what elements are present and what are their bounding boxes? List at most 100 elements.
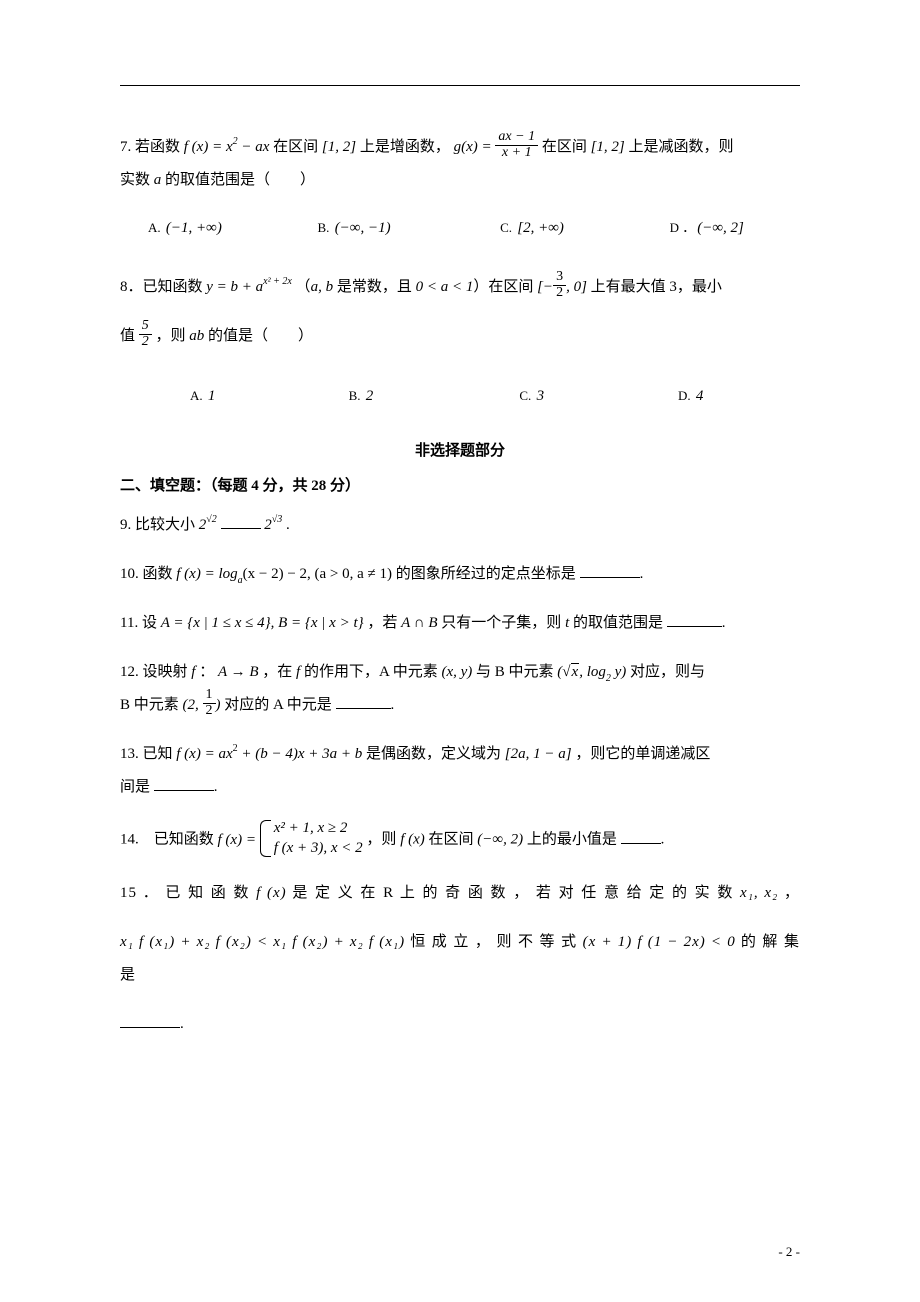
question-13: 13. 已知 f (x) = ax2 + (b − 4)x + 3a + b 是… [120,738,800,804]
q11-t2: ，若 [367,615,401,631]
q7-t4: 在区间 [542,139,591,155]
q15-l1c: ， [784,885,800,901]
question-11: 11. 设 A = {x | 1 ≤ x ≤ 4}, B = {x | x > … [120,607,800,640]
q13-fx: f (x) = ax2 + (b − 4)x + 3a + b [176,746,366,762]
q8-cond: 0 < a < 1 [416,279,474,295]
q12-bel-close: y) [611,664,626,680]
q14-case: x² + 1, x ≥ 2f (x + 3), x < 2 [260,818,363,859]
q12-bel-mid: , log [579,664,606,680]
q14-fx2: f (x) [400,832,425,848]
q7-gx-frac: ax − 1x + 1 [495,130,538,160]
q14-interval: (−∞, 2) [477,832,523,848]
q11-t: t [565,615,569,631]
q12-bel-sub: 2 [606,673,611,684]
q12-sqrt: √x [562,656,579,689]
q12-tuple: (2, 12) [183,697,225,713]
q9-lhs-exp: √2 [206,514,217,525]
q8-interval: [−32, 0] [537,279,591,295]
q12-sqrt-x: x [571,663,580,680]
q13-period: . [214,779,218,795]
question-8: 8．已知函数 y = b + ax² + 2x （a, b 是常数，且 0 < … [120,271,800,304]
q9-rhs: 2√3 [264,517,282,533]
q14-t4: 上的最小值是 [527,832,617,848]
q12-t8: 对应的 A 中元是 [224,697,332,713]
q11-t4: 的取值范围是 [573,615,663,631]
q9-period: . [286,517,290,533]
q8-opt-a-val: 1 [208,388,216,404]
q8-t3: 是常数，且 [333,279,416,295]
q12-bel: (√x, log2 y) [557,664,630,680]
q9-lhs: 2√2 [199,517,217,533]
q10-period: . [640,566,644,582]
q8-int-den: 2 [553,285,566,301]
q7-fx-base: f (x) = x [184,139,233,155]
q14-case2: f (x + 3), x < 2 [274,838,363,858]
q7-t3: 上是增函数， [360,139,450,155]
q8-exp: x² + 2x [263,276,292,287]
q12-f: f [191,664,195,680]
q12-map: A → B [218,664,259,680]
q10-blank [580,563,640,578]
q7-t6: 实数 [120,172,154,188]
q12-t4: 的作用下，A 中元素 [304,664,442,680]
q13-t4: 间是 [120,779,150,795]
q15-blank [120,1013,180,1028]
q12-tuple-den: 2 [203,703,216,719]
q15-fx: f (x) [256,885,287,901]
question-12: 12. 设映射 f ： A → B ，在 f 的作用下，A 中元素 (x, y)… [120,656,800,722]
q14-fx: f (x) = x² + 1, x ≥ 2f (x + 3), x < 2 [218,832,367,848]
page: 7. 若函数 f (x) = x2 − ax 在区间 [1, 2] 上是增函数，… [0,0,920,1302]
q12-t2: ： [199,664,214,680]
q8-int-frac: 32 [553,270,566,300]
q8-t8: 的值是（ ） [204,328,313,344]
q8-t1: 8．已知函数 [120,279,206,295]
question-15b: x₁ f (x₁) + x₂ f (x₂) < x₁ f (x₂) + x₂ f… [120,926,800,992]
q11-A: A = {x | 1 ≤ x ≤ 4}, B = {x | x > t} [161,615,364,631]
q12-t7: B 中元素 [120,697,183,713]
q8-int-num: 3 [553,270,566,285]
q9-t1: 9. 比较大小 [120,517,199,533]
q13-blank [154,776,214,791]
q10-fx: f (x) = loga(x − 2) − 2, (a > 0, a ≠ 1) [176,566,396,582]
q15-x12: x₁, x₂ [740,885,778,901]
question-8b: 值 52 ，则 ab 的值是（ ） [120,320,800,353]
q8-y-eq: y = b + a [206,279,263,295]
q9-blank [221,514,261,529]
q8-opt-b: B. 2 [349,381,520,411]
page-number: - 2 - [778,1244,800,1260]
q8-t5: 上有最大值 3，最小 [591,279,722,295]
q7-opt-d-val: (−∞, 2] [697,220,744,236]
q8-int-close: , 0] [566,279,587,295]
q7-opt-b: B. (−∞, −1) [318,213,501,243]
q11-AB: A ∩ B [401,615,437,631]
q8-t2: （ [296,279,311,295]
header-rule [120,85,800,86]
q7-int1: [1, 2] [322,139,356,155]
q11-t1: 11. 设 [120,615,161,631]
question-14: 14. 已知函数 f (x) = x² + 1, x ≥ 2f (x + 3),… [120,820,800,861]
q7-opt-a: A. (−1, +∞) [148,213,318,243]
q7-opt-d: D ．(−∞, 2] [670,213,800,243]
q8-opt-c-val: 3 [537,388,545,404]
q9-rhs-base: 2 [264,517,272,533]
q12-f2: f [296,664,300,680]
q7-t5: 上是减函数，则 [629,139,734,155]
q7-fx-sup: 2 [233,136,238,147]
q14-t1: 14. 已知函数 [120,832,218,848]
sub-title: 二、填空题：（每题 4 分，共 28 分） [120,474,800,495]
q8-t7: ，则 [156,328,190,344]
q7-int2: [1, 2] [591,139,625,155]
q7-gx-num: ax − 1 [495,130,538,145]
q7-gx: g(x) = ax − 1x + 1 [454,139,542,155]
q12-period: . [391,697,395,713]
q14-blank [621,829,661,844]
q11-t3: 只有一个子集，则 [441,615,565,631]
q13-dom: [2a, 1 − a] [505,746,572,762]
q15-l2a: 恒 成 立 ， 则 不 等 式 [410,934,582,950]
q7-t2: 在区间 [273,139,322,155]
q14-t3: 在区间 [429,832,478,848]
q14-t2: ，则 [366,832,400,848]
q7-fx: f (x) = x2 − ax [184,139,273,155]
q15-period: . [180,1016,184,1032]
q7-text: 7. 若函数 [120,139,184,155]
